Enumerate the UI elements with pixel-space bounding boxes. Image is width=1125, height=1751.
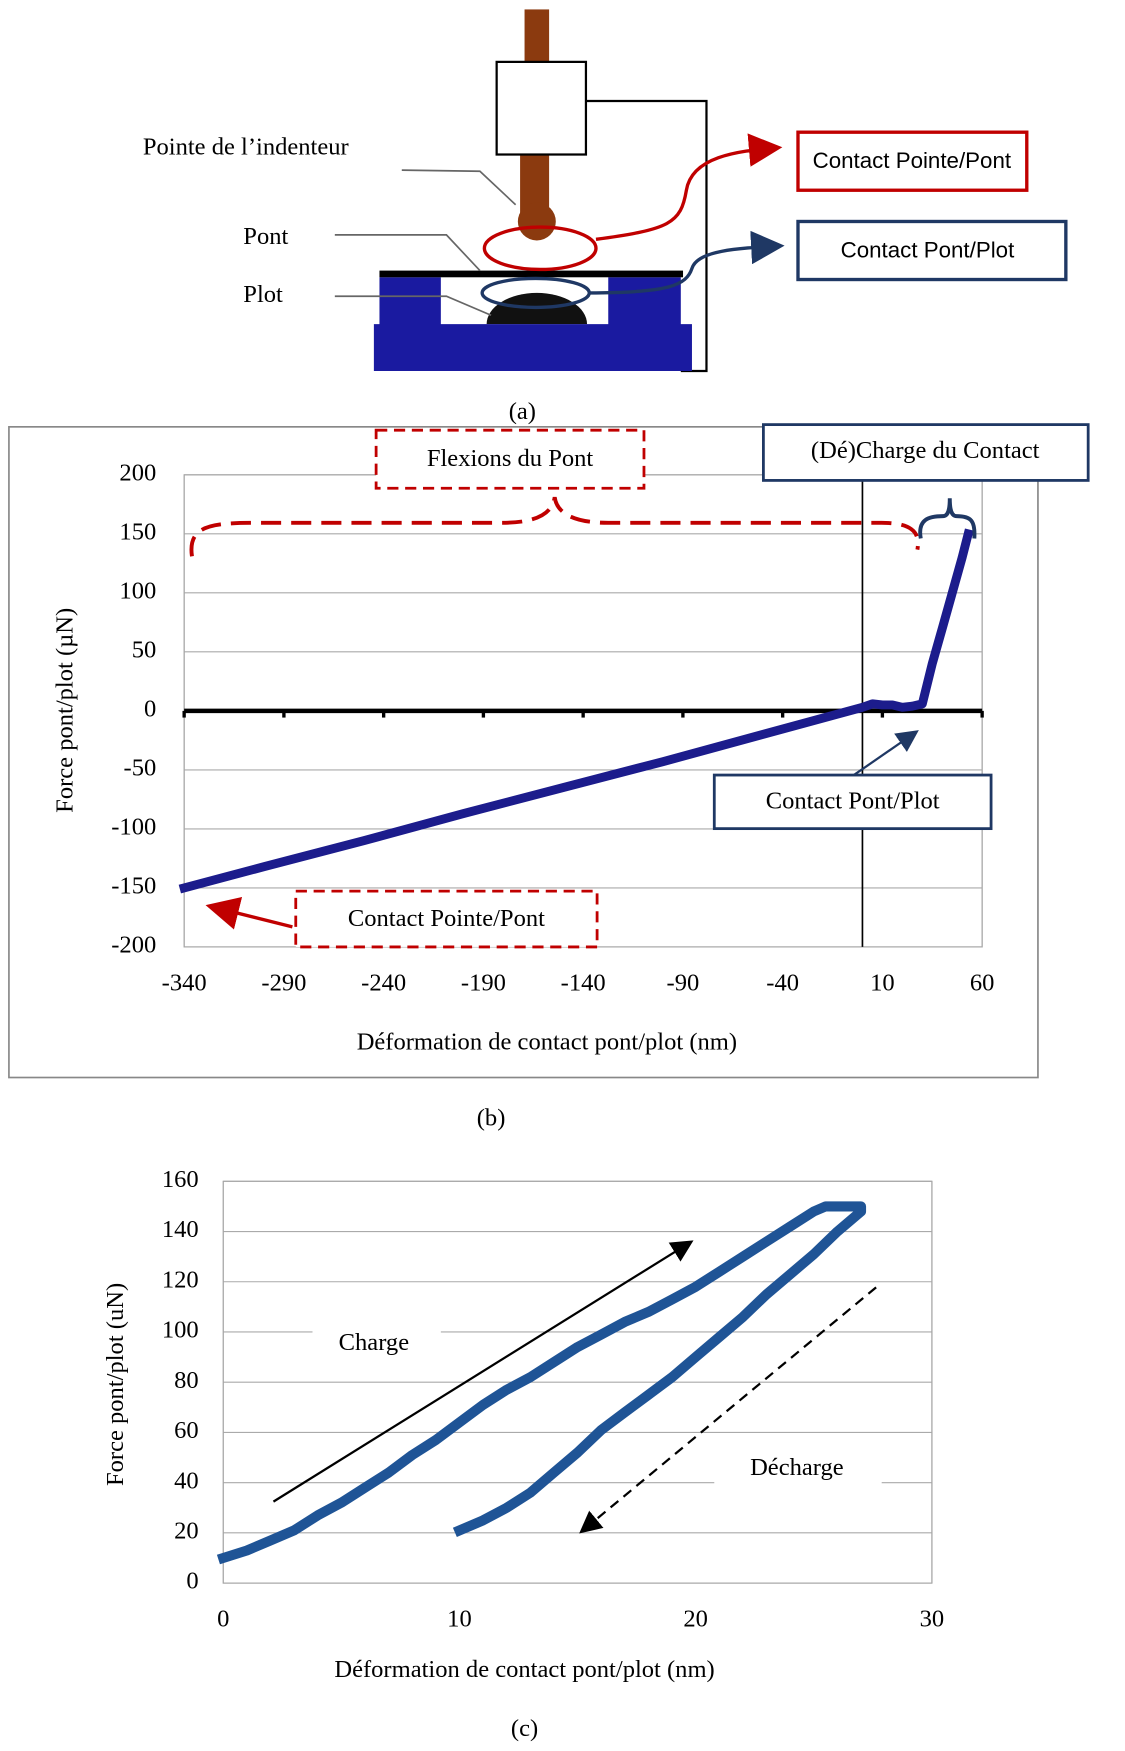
y-tick-label: 150	[119, 518, 156, 545]
arrow	[272, 1240, 694, 1503]
x-axis-title: Déformation de contact pont/plot (nm)	[357, 1029, 737, 1056]
callout: Contact Pointe/Pont	[813, 148, 1012, 173]
bridge	[379, 270, 684, 278]
y-tick-label: 50	[132, 637, 157, 664]
y-tick-label: 80	[174, 1367, 199, 1394]
y-tick-label: -150	[111, 873, 156, 900]
x-tick-label: -90	[667, 970, 700, 997]
callout: Contact Pont/Plot	[841, 238, 1015, 263]
leader	[334, 295, 492, 317]
rod	[524, 9, 550, 66]
chart-c: 0 20 40 60 80 100 120 140 160 0 10 20 30 Déformation …	[102, 1166, 944, 1683]
x-tick-label: 0	[217, 1606, 229, 1633]
annotations-b: Flexions du Pont (Dé)Charge du Contact C…	[189, 423, 1090, 1132]
label: Plot	[243, 281, 283, 308]
arrow	[853, 730, 919, 776]
callout-box	[796, 219, 1068, 282]
x-tick-label: 20	[683, 1606, 708, 1633]
x-tick-label: -240	[361, 970, 406, 997]
y-tick-label: 120	[162, 1266, 199, 1293]
arrow	[595, 133, 783, 241]
y-tick-label: -100	[111, 814, 156, 841]
label-bg	[312, 1324, 441, 1365]
y-tick-label: 100	[162, 1317, 199, 1344]
caption: (b)	[477, 1105, 506, 1132]
arrow	[579, 1286, 877, 1534]
annotation: Contact Pont/Plot	[766, 788, 940, 815]
callout-box	[374, 428, 646, 490]
callout-box	[761, 423, 1090, 482]
callout-box	[294, 889, 599, 949]
x-tick-label: 60	[970, 970, 995, 997]
y-tick-label: 140	[162, 1216, 199, 1243]
y-tick-label: 20	[174, 1518, 199, 1545]
caption: (c)	[511, 1715, 538, 1742]
y-axis-title: Force pont/plot (uN)	[102, 1283, 129, 1486]
y-tick-label: 160	[162, 1166, 199, 1193]
x-tick-label: -290	[261, 970, 306, 997]
x-tick-label: 30	[920, 1606, 945, 1633]
brace	[918, 498, 977, 539]
y-tick-label: 100	[119, 577, 156, 604]
callout-box	[796, 130, 1029, 192]
annotation: Flexions du Pont	[427, 445, 594, 472]
x-tick-label: 10	[447, 1606, 472, 1633]
y-axis-title: Force pont/plot (µN)	[52, 608, 79, 813]
tip	[517, 202, 556, 241]
x-axis-title: Déformation de contact pont/plot (nm)	[334, 1656, 714, 1683]
annotation: Décharge	[750, 1454, 844, 1481]
annotations-c: Charge Décharge (c)	[272, 1240, 882, 1742]
frame	[585, 99, 708, 373]
annotation: Charge	[339, 1329, 410, 1356]
y-tick-label: 200	[119, 459, 156, 486]
x-tick-label: -140	[561, 970, 606, 997]
y-tick-label: 0	[186, 1568, 198, 1595]
x-tick-label: 10	[870, 970, 895, 997]
arrow	[589, 230, 785, 295]
annotation: Contact Pointe/Pont	[348, 905, 545, 932]
y-tick-label: 40	[174, 1467, 199, 1494]
brace	[189, 496, 920, 557]
leader	[334, 234, 481, 272]
contact-ring	[482, 225, 598, 272]
chart-frame	[8, 426, 1039, 1079]
y-tick-label: -50	[124, 755, 157, 782]
x-tick-label: -340	[162, 970, 207, 997]
data-line	[216, 1201, 867, 1565]
label: Pont	[243, 223, 288, 250]
diagram: Contact Pointe/Pont Contact Pont/Plot Po…	[143, 9, 1068, 425]
caption: (a)	[509, 398, 536, 425]
y-tick-label: 0	[144, 696, 156, 723]
arrow	[205, 897, 293, 930]
substrate	[373, 277, 692, 372]
y-tick-label: 60	[174, 1417, 199, 1444]
leader	[401, 169, 517, 206]
label: Pointe de l’indenteur	[143, 134, 349, 161]
label-bg	[714, 1449, 882, 1490]
x-tick-label: -190	[461, 970, 506, 997]
head	[495, 60, 588, 156]
x-tick-label: -40	[766, 970, 799, 997]
y-tick-label: -200	[111, 932, 156, 959]
callout-box	[712, 773, 993, 831]
annotation: (Dé)Charge du Contact	[811, 437, 1040, 464]
